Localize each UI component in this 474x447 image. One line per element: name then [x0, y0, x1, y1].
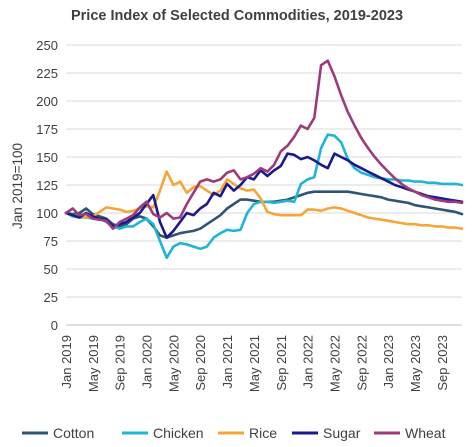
x-tick-label: Jan 2021	[220, 335, 235, 389]
x-tick-label: Sep 2020	[193, 335, 208, 391]
x-tick-label: Sep 2021	[274, 335, 289, 391]
y-tick-label: 250	[36, 38, 58, 53]
y-tick-label: 75	[44, 234, 58, 249]
y-tick-label: 25	[44, 290, 58, 305]
x-tick-label: May 2022	[327, 335, 342, 392]
y-tick-label: 125	[36, 178, 58, 193]
x-tick-label: May 2023	[408, 335, 423, 392]
y-tick-label: 50	[44, 262, 58, 277]
y-axis-title: Jan 2019=100	[10, 143, 25, 229]
series-line-rice	[64, 170, 464, 230]
x-tick-label: Jan 2020	[140, 335, 155, 389]
series-line-chicken	[64, 133, 464, 260]
gridlines	[66, 44, 462, 298]
y-tick-label: 200	[36, 94, 58, 109]
x-axis-ticks: Jan 2019 May 2019 Sep 2019 Jan 2020 May 2020…	[59, 335, 450, 392]
x-tick-label: Jan 2023	[381, 335, 396, 389]
series-line-sugar	[64, 152, 464, 239]
y-tick-label: 175	[36, 122, 58, 137]
legend-label-cotton: Cotton	[53, 425, 94, 441]
y-axis-ticks: 0 25 50 75 100 125 150 175 200 225 250	[36, 38, 58, 333]
y-tick-label: 0	[51, 318, 58, 333]
x-tick-label: May 2021	[247, 335, 262, 392]
x-tick-label: Sep 2019	[113, 335, 128, 391]
x-tick-label: Sep 2023	[435, 335, 450, 391]
x-tick-label: Jan 2022	[301, 335, 316, 389]
y-tick-label: 100	[36, 206, 58, 221]
series-line-wheat	[64, 59, 464, 230]
x-tick-label: Jan 2019	[59, 335, 74, 389]
x-tick-label: May 2020	[166, 335, 181, 392]
y-tick-label: 150	[36, 150, 58, 165]
legend-label-rice: Rice	[249, 425, 277, 441]
legend: Cotton Chicken Rice Sugar Wheat	[22, 425, 446, 441]
legend-label-sugar: Sugar	[323, 425, 361, 441]
legend-label-chicken: Chicken	[153, 425, 204, 441]
chart-title: Price Index of Selected Commodities, 201…	[71, 8, 403, 24]
x-tick-label: May 2019	[86, 335, 101, 392]
series-line-cotton	[64, 190, 464, 239]
legend-label-wheat: Wheat	[405, 425, 446, 441]
series-lines	[64, 59, 464, 260]
y-tick-label: 225	[36, 66, 58, 81]
x-tick-label: Sep 2022	[354, 335, 369, 391]
